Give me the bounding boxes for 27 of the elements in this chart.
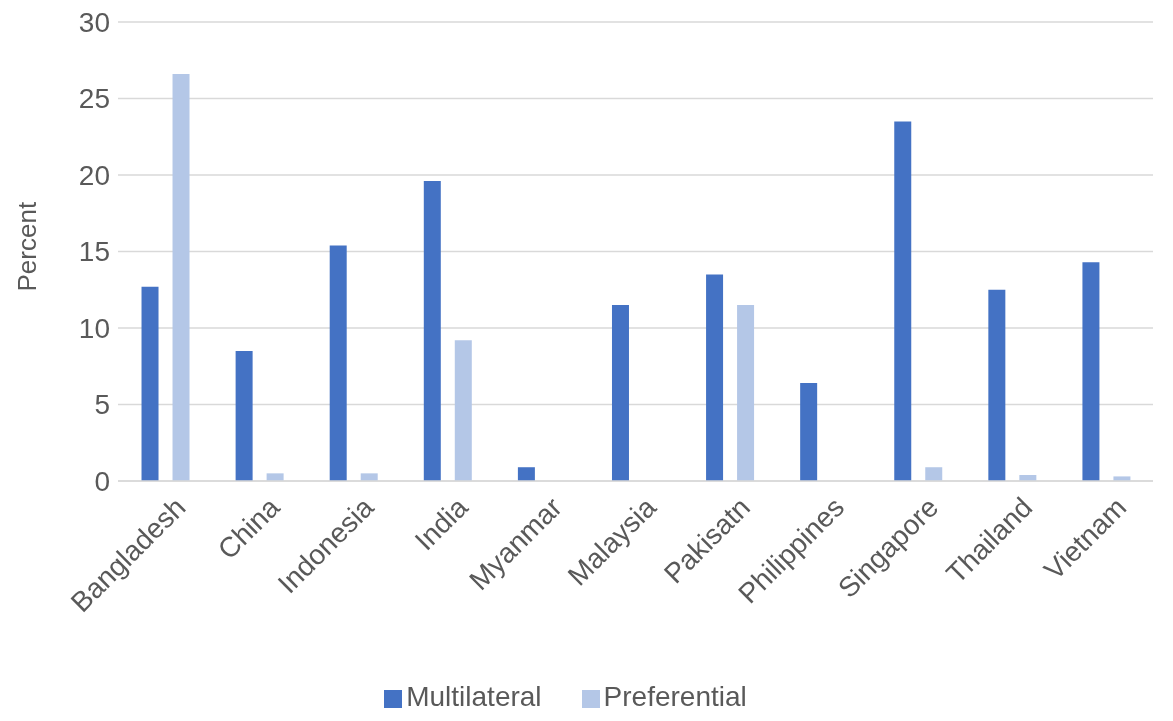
y-tick-label: 0: [94, 465, 110, 497]
y-tick-label: 30: [78, 6, 110, 38]
y-tick-label: 10: [78, 312, 110, 344]
y-tick-label: 25: [78, 83, 110, 115]
bar: [360, 473, 378, 481]
bar: [737, 305, 755, 481]
bar: [423, 181, 441, 481]
bar: [141, 286, 159, 481]
legend-label: Preferential: [603, 681, 747, 712]
bar: [266, 473, 284, 481]
y-tick-label: 5: [94, 389, 110, 421]
y-tick-label: 15: [78, 236, 110, 268]
bar: [706, 274, 724, 481]
bar: [611, 305, 629, 481]
bar: [988, 289, 1006, 481]
bar: [329, 245, 347, 481]
y-tick-label: 20: [78, 159, 110, 191]
bar: [235, 350, 253, 481]
bar: [800, 383, 818, 481]
bar: [172, 74, 190, 481]
bar: [454, 340, 472, 481]
y-axis-title: Percent: [12, 201, 43, 292]
bar: [1082, 262, 1100, 481]
bar: [894, 121, 912, 481]
bar: [517, 467, 535, 481]
bar: [925, 467, 943, 481]
legend-label: Multilateral: [406, 681, 542, 712]
